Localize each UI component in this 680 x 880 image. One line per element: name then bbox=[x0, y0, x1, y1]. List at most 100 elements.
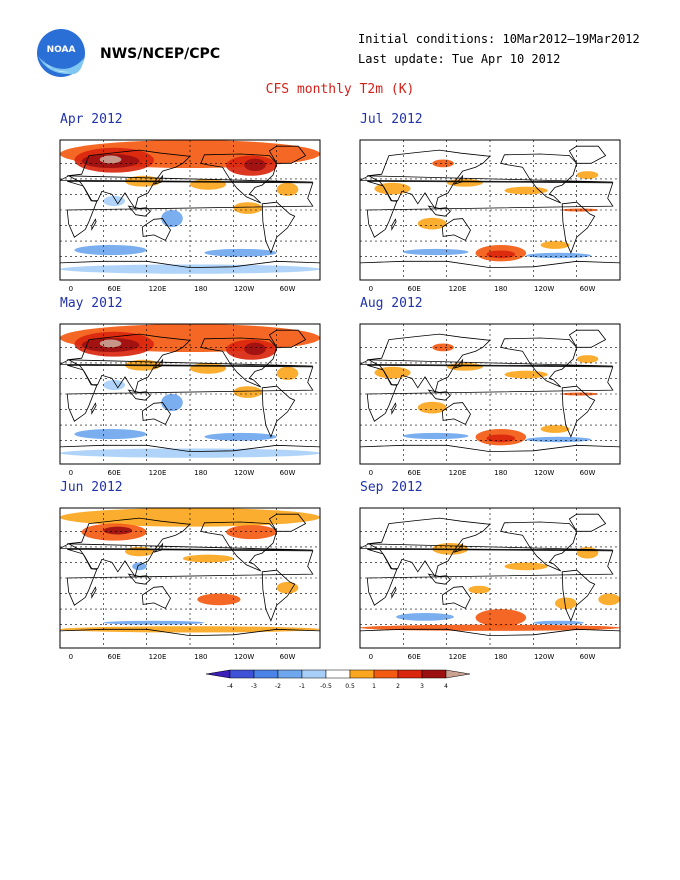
lon-label: 120W bbox=[534, 285, 554, 293]
coastline bbox=[153, 542, 164, 553]
coastline bbox=[441, 402, 471, 425]
anomaly-region bbox=[598, 593, 620, 606]
coastline bbox=[200, 337, 278, 388]
anomaly-region bbox=[74, 429, 147, 440]
anomaly-region bbox=[190, 178, 227, 190]
coastline bbox=[453, 358, 464, 369]
panel-title: Aug 2012 bbox=[360, 296, 423, 311]
coastline bbox=[360, 149, 613, 210]
coastline bbox=[200, 153, 278, 204]
coastline bbox=[391, 586, 397, 599]
anomaly-map: 80N60N40N20NEQ20S40S60S80S060E120E180120… bbox=[58, 323, 321, 477]
anomaly-region bbox=[244, 158, 266, 172]
panel-title: Jul 2012 bbox=[360, 112, 423, 127]
coastline bbox=[561, 385, 596, 438]
coastline bbox=[261, 385, 296, 438]
anomaly-region bbox=[74, 245, 147, 256]
lon-label: 180 bbox=[494, 285, 507, 293]
panel-title: May 2012 bbox=[60, 296, 123, 311]
lat-label: 60S bbox=[358, 438, 359, 446]
coastline bbox=[453, 542, 464, 553]
coastline bbox=[60, 149, 313, 210]
initial-conditions: Initial conditions: 10Mar2012–19Mar2012 bbox=[358, 32, 640, 46]
coastline bbox=[366, 364, 614, 422]
lon-label: 60E bbox=[407, 285, 420, 293]
coastline bbox=[261, 569, 296, 622]
anomaly-region bbox=[504, 370, 548, 379]
coastline bbox=[391, 218, 397, 231]
panel-title: Sep 2012 bbox=[360, 480, 423, 495]
anomaly-map: 80N60N40N20NEQ20S40S60S80S060E120E180120… bbox=[58, 139, 321, 293]
lon-label: 0 bbox=[369, 653, 373, 661]
anomaly-region bbox=[276, 182, 299, 196]
anomaly-region bbox=[103, 196, 125, 207]
coastline bbox=[60, 628, 320, 648]
lat-label: 20S bbox=[58, 407, 59, 415]
lon-label: 120W bbox=[534, 653, 554, 661]
coastline bbox=[427, 573, 451, 585]
coastline bbox=[366, 548, 614, 606]
panel-title: Apr 2012 bbox=[60, 112, 123, 127]
coastline bbox=[91, 402, 97, 415]
anomaly-map: 80N60N40N20NEQ20S40S60S80S060E120E180120… bbox=[358, 507, 621, 661]
anomaly-region bbox=[244, 342, 266, 356]
coastline bbox=[360, 444, 620, 464]
lon-label: 60W bbox=[280, 469, 296, 477]
map-panel: Sep 201280N60N40N20NEQ20S40S60S80S060E12… bbox=[358, 480, 628, 661]
anomaly-region bbox=[103, 380, 125, 391]
lat-label: 20S bbox=[358, 591, 359, 599]
lon-label: 60E bbox=[107, 469, 120, 477]
map-panel: Apr 2012 80N60N40N20NEQ20S40S60S80S060E12… bbox=[58, 112, 328, 293]
lon-label: 180 bbox=[494, 653, 507, 661]
lon-label: 120W bbox=[234, 653, 254, 661]
lon-label: 120W bbox=[234, 285, 254, 293]
coastline bbox=[500, 521, 578, 572]
lon-label: 60E bbox=[407, 653, 420, 661]
coastline bbox=[500, 153, 578, 204]
map-frame bbox=[359, 139, 621, 281]
lat-label: 60S bbox=[58, 438, 59, 446]
map-panel: Jul 201280N60N40N20NEQ20S40S60S80S060E12… bbox=[358, 112, 628, 293]
lon-label: 60E bbox=[407, 469, 420, 477]
anomaly-map: 80N60N40N20NEQ20S40S60S80S060E120E180120… bbox=[358, 323, 621, 477]
coastline bbox=[60, 333, 313, 394]
coastline bbox=[360, 333, 613, 394]
coastline bbox=[91, 218, 97, 231]
lon-label: 120E bbox=[149, 285, 167, 293]
anomaly-region bbox=[504, 186, 548, 195]
anomaly-region bbox=[197, 593, 241, 606]
anomaly-region bbox=[432, 159, 454, 168]
lon-label: 120W bbox=[534, 469, 554, 477]
anomaly-region bbox=[190, 362, 227, 374]
coastline bbox=[153, 174, 164, 185]
colorbar-label: 1 bbox=[372, 683, 376, 690]
lon-label: 0 bbox=[69, 469, 73, 477]
anomaly-region bbox=[533, 620, 584, 625]
panel-title: Jun 2012 bbox=[60, 480, 123, 495]
lat-label: 80S bbox=[358, 453, 359, 461]
lat-label: 40S bbox=[58, 606, 59, 614]
lat-label: 40S bbox=[58, 422, 59, 430]
lon-label: 120W bbox=[234, 469, 254, 477]
colorbar-label: 2 bbox=[396, 683, 400, 690]
coastline bbox=[127, 205, 151, 217]
lat-label: 80S bbox=[358, 269, 359, 277]
lon-label: 0 bbox=[369, 285, 373, 293]
anomaly-region bbox=[99, 155, 122, 164]
coastline bbox=[561, 569, 596, 622]
lat-label: 80S bbox=[58, 453, 59, 461]
coastline bbox=[141, 402, 171, 425]
anomaly-region bbox=[555, 597, 577, 610]
anomaly-region bbox=[576, 171, 599, 179]
colorbar-swatch bbox=[229, 669, 255, 679]
colorbar-swatch bbox=[397, 669, 423, 679]
lon-label: 60W bbox=[580, 653, 596, 661]
anomaly-region bbox=[233, 202, 263, 214]
lat-label: 20S bbox=[58, 591, 59, 599]
colorbar-swatch bbox=[301, 669, 327, 679]
anomaly-region bbox=[432, 343, 454, 352]
anomaly-region bbox=[486, 250, 516, 259]
anomaly-region bbox=[403, 248, 469, 256]
coastline bbox=[66, 548, 314, 606]
anomaly-region bbox=[99, 339, 122, 348]
